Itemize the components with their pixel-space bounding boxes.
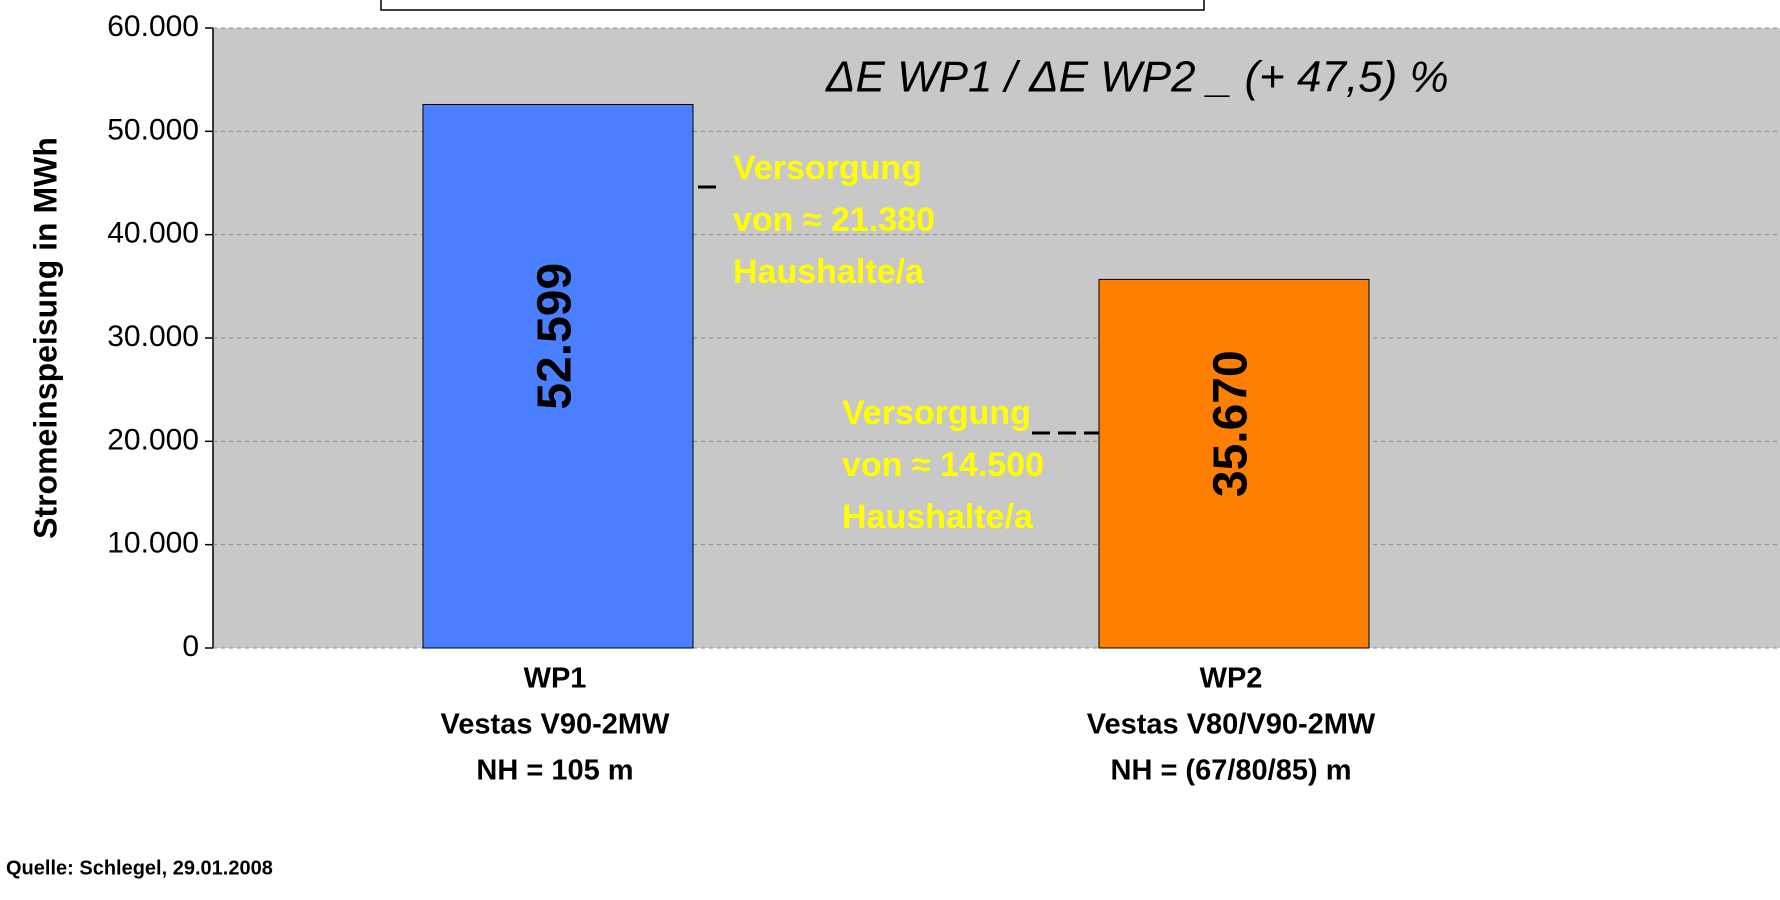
y-axis-label: Stromeinspeisung in MWh — [27, 137, 63, 539]
x-tick-label: WP2 — [1200, 663, 1263, 695]
y-tick-label: 50.000 — [107, 113, 199, 146]
annotation: Versorgung — [733, 149, 922, 187]
annotation: Versorgung — [842, 394, 1031, 432]
x-tick-label: NH = 105 m — [476, 755, 633, 787]
bar-value-label: 35.670 — [1205, 350, 1258, 497]
bar — [422, 103, 694, 649]
y-tick-label: 60.000 — [107, 10, 199, 43]
y-tick-label: 30.000 — [107, 320, 199, 353]
source: Quelle: Schlegel, 29.01.2008 — [6, 857, 273, 879]
x-tick-label: Vestas V80/V90-2MW — [1087, 709, 1376, 741]
y-tick-label: 0 — [182, 630, 199, 663]
y-tick-label: 10.000 — [107, 527, 199, 560]
bar — [1098, 278, 1370, 649]
annotation: Haushalte/a — [733, 253, 925, 291]
x-tick-label: WP1 — [524, 663, 587, 695]
x-tick-label: Vestas V90-2MW — [441, 709, 671, 741]
y-tick-label: 40.000 — [107, 217, 199, 250]
annotation: von ≈ 14.500 — [842, 446, 1044, 484]
annotation: Haushalte/a — [842, 498, 1034, 536]
y-tick-label: 20.000 — [107, 423, 199, 456]
annotation: von ≈ 21.380 — [733, 201, 935, 239]
formula: ΔE WP1 / ΔE WP2 _ (+ 47,5) % — [825, 53, 1449, 102]
title-box — [380, 0, 1205, 11]
bar-value-label: 52.599 — [529, 263, 582, 410]
x-tick-label: NH = (67/80/85) m — [1111, 755, 1352, 787]
